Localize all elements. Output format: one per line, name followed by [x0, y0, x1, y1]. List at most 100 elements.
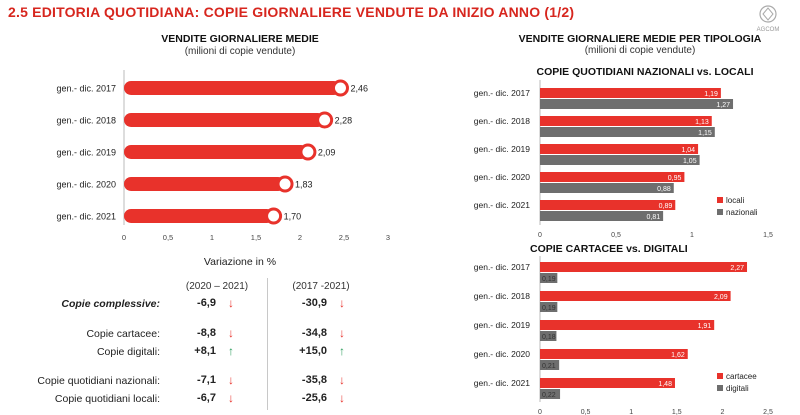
- logo-text: AGCOM: [757, 27, 780, 33]
- value-label-cartacee: 2,27: [730, 265, 744, 272]
- legend-swatch-digitali: [717, 385, 723, 391]
- value-label: 1,83: [295, 180, 313, 190]
- arrow-down-icon: ↓: [228, 373, 234, 387]
- variation-col1-header: (2020 – 2021): [185, 281, 249, 292]
- variation-row-label: Copie complessive:: [61, 298, 160, 310]
- right-super-title: VENDITE GIORNALIERE MEDIE PER TIPOLOGIA: [518, 33, 762, 45]
- category-label: gen.- dic. 2021: [56, 212, 116, 222]
- arrow-down-icon: ↓: [228, 391, 234, 405]
- bar-locali: [540, 116, 712, 126]
- variation-divider: [267, 278, 268, 410]
- variation-col2-header: (2017 -2021): [292, 281, 350, 292]
- value-label-locali: 0,95: [668, 175, 682, 182]
- x-tick-label: 0: [538, 232, 542, 239]
- value-label-locali: 1,19: [704, 91, 718, 98]
- legend-swatch-nazionali: [717, 209, 723, 215]
- bar-nazionali: [540, 155, 700, 165]
- x-tick-label: 2,5: [339, 233, 349, 242]
- main-sales-chart: gen.- dic. 2017 2,46 gen.- dic. 2018 2,28 ge…: [56, 70, 390, 242]
- bar-end-marker: [276, 175, 294, 193]
- x-tick-label: 1,5: [672, 409, 682, 415]
- category-label: gen.- dic. 2019: [474, 144, 531, 154]
- variation-value: -8,8: [197, 327, 216, 339]
- x-tick-label: 1: [629, 409, 633, 415]
- legend-swatch-locali: [717, 197, 723, 203]
- x-tick-label: 3: [386, 233, 390, 242]
- x-tick-label: 0: [538, 409, 542, 415]
- print-digital-title: COPIE CARTACEE vs. DIGITALI: [530, 243, 688, 255]
- right-subtitle: (milioni di copie vendute): [584, 45, 696, 56]
- bar-total: [124, 113, 325, 127]
- category-label: gen.- dic. 2021: [474, 200, 531, 210]
- category-label: gen.- dic. 2018: [474, 116, 531, 126]
- agcom-logo: AGCOM: [757, 5, 780, 33]
- left-chart-subtitle: (milioni di copie vendute): [184, 46, 296, 57]
- category-label: gen.- dic. 2017: [474, 262, 531, 272]
- value-label-locali: 0,89: [659, 203, 673, 210]
- bar-digitali: [540, 302, 558, 312]
- category-label: gen.- dic. 2017: [474, 88, 531, 98]
- bar-total: [124, 81, 341, 95]
- bar-digitali: [540, 331, 557, 341]
- bar-total: [124, 145, 308, 159]
- value-label-cartacee: 1,48: [658, 381, 672, 388]
- variation-row-label: Copie quotidiani locali:: [54, 393, 160, 405]
- emblem-icon: [759, 5, 777, 23]
- value-label-cartacee: 1,91: [698, 323, 712, 330]
- variation-value: +8,1: [194, 345, 216, 357]
- bar-total: [124, 177, 286, 191]
- variation-row-label: Copie digitali:: [96, 346, 160, 358]
- category-label: gen.- dic. 2020: [474, 172, 531, 182]
- category-label: gen.- dic. 2018: [56, 116, 116, 126]
- bar-end-marker: [316, 111, 334, 129]
- variation-row-label: Copie quotidiani nazionali:: [37, 375, 160, 387]
- variation-value: -6,9: [197, 297, 216, 309]
- bar-end-marker: [299, 143, 317, 161]
- variation-title: Variazione in %: [203, 256, 277, 268]
- x-tick-label: 0,5: [163, 233, 173, 242]
- page-title: 2.5 EDITORIA QUOTIDIANA: COPIE GIORNALIE…: [8, 4, 575, 20]
- bar-cartacee: [540, 378, 675, 388]
- x-tick-label: 1: [690, 232, 694, 239]
- x-tick-label: 0: [122, 233, 126, 242]
- value-label: 2,09: [318, 148, 336, 158]
- bar-nazionali: [540, 211, 664, 221]
- value-label-nazionali: 1,15: [698, 130, 712, 137]
- variation-value: -35,8: [301, 374, 327, 386]
- category-label: gen.- dic. 2020: [474, 349, 531, 359]
- variation-value: -7,1: [197, 374, 216, 386]
- category-label: gen.- dic. 2021: [474, 378, 531, 388]
- x-tick-label: 1: [210, 233, 214, 242]
- bar-cartacee: [540, 262, 748, 272]
- bar-nazionali: [540, 127, 715, 137]
- category-label: gen.- dic. 2020: [56, 180, 116, 190]
- value-label: 1,70: [284, 212, 302, 222]
- variation-value: -34,8: [301, 327, 327, 339]
- bar-locali: [540, 200, 676, 210]
- bar-locali: [540, 88, 721, 98]
- category-label: gen.- dic. 2017: [56, 84, 116, 94]
- value-label-digitali: 0,22: [542, 392, 556, 399]
- bar-cartacee: [540, 291, 731, 301]
- category-label: gen.- dic. 2018: [474, 291, 531, 301]
- variation-value: -6,7: [197, 392, 216, 404]
- left-chart-title: VENDITE GIORNALIERE MEDIE: [161, 33, 319, 45]
- value-label: 2,46: [350, 84, 368, 94]
- legend-label-digitali: digitali: [726, 384, 749, 393]
- arrow-up-icon: ↑: [228, 344, 234, 358]
- x-tick-label: 2,5: [763, 409, 773, 415]
- bar-digitali: [540, 389, 561, 399]
- bar-cartacee: [540, 349, 688, 359]
- legend-label-nazionali: nazionali: [726, 208, 758, 217]
- value-label-cartacee: 2,09: [714, 294, 728, 301]
- arrow-down-icon: ↓: [339, 373, 345, 387]
- value-label-locali: 1,13: [695, 119, 709, 126]
- arrow-down-icon: ↓: [339, 296, 345, 310]
- value-label-digitali: 0,18: [542, 334, 556, 341]
- value-label-locali: 1,04: [681, 147, 695, 154]
- bar-cartacee: [540, 320, 715, 330]
- national-local-title: COPIE QUOTIDIANI NAZIONALI vs. LOCALI: [536, 66, 754, 78]
- category-label: gen.- dic. 2019: [474, 320, 531, 330]
- legend-label-locali: locali: [726, 196, 744, 205]
- x-tick-label: 1,5: [251, 233, 261, 242]
